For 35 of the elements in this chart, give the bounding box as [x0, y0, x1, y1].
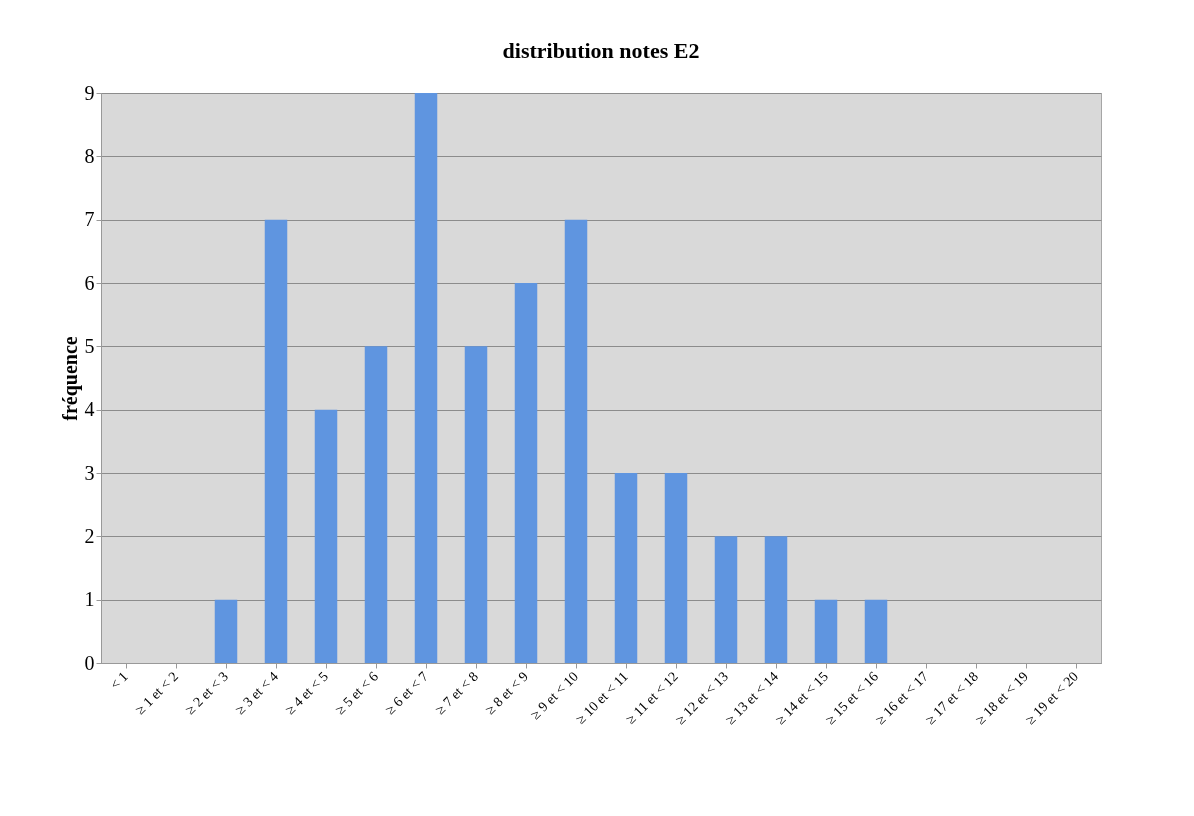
x-tick-label: ≥ 5 et < 6 [332, 668, 381, 718]
x-tick-label: ≥ 7 et < 8 [432, 668, 481, 718]
x-tick-label: < 1 [107, 668, 131, 693]
y-axis-title: fréquence [58, 336, 82, 421]
y-tick-label: 2 [84, 524, 95, 547]
y-tick-label: 8 [84, 144, 95, 167]
bar [714, 536, 738, 663]
x-tick-label: ≥ 1 et < 2 [132, 668, 181, 718]
y-tick-label: 4 [84, 398, 95, 421]
x-tick-label: ≥ 6 et < 7 [382, 668, 431, 718]
bar [814, 599, 838, 663]
bar [764, 536, 788, 663]
x-tick-label: ≥ 4 et < 5 [282, 668, 331, 718]
bar [514, 283, 538, 663]
y-tick-label: 0 [84, 651, 95, 674]
chart-title: distribution notes E2 [502, 38, 700, 63]
bar [364, 346, 388, 663]
y-tick-label: 9 [84, 81, 95, 104]
bar [664, 473, 688, 663]
bar [264, 219, 288, 663]
bar [864, 599, 888, 663]
x-tick-label: ≥ 2 et < 3 [182, 668, 231, 718]
bar [614, 473, 638, 663]
y-tick-label: 1 [84, 588, 95, 611]
y-tick-label: 3 [84, 461, 95, 484]
y-tick-label: 7 [84, 208, 95, 231]
x-tick-label: ≥ 3 et < 4 [232, 668, 281, 718]
bar [564, 219, 588, 663]
bar [414, 93, 438, 663]
bar [214, 599, 238, 663]
x-tick-label: ≥ 8 et < 9 [482, 668, 531, 718]
bar [314, 409, 338, 663]
y-tick-label: 5 [84, 334, 95, 357]
bar [464, 346, 488, 663]
y-tick-label: 6 [84, 271, 95, 294]
